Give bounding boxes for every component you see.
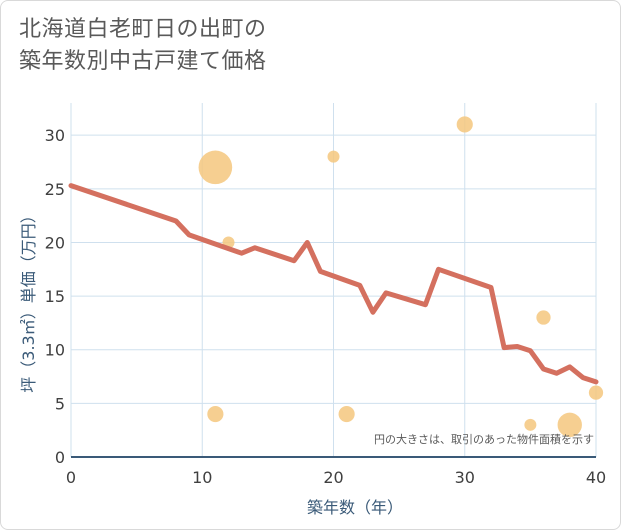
y-tick-label: 20 [45, 233, 65, 252]
y-tick-label: 15 [45, 287, 65, 306]
y-tick-label: 10 [45, 341, 65, 360]
x-tick-label: 20 [323, 468, 343, 487]
bubble-point [327, 150, 340, 163]
y-tick-label: 5 [55, 394, 65, 413]
bubble-point [338, 406, 355, 423]
y-axis-ticks: 0 5 10 15 20 25 30 [45, 126, 65, 467]
bubble-point [198, 150, 233, 185]
grid-lines [70, 103, 597, 458]
bubble-point [588, 385, 604, 400]
bubble-series [198, 116, 604, 437]
y-axis-label: 坪（3.3㎡）単価（万円） [19, 207, 38, 392]
x-axis-label: 築年数（年） [307, 498, 403, 517]
bubble-size-note: 円の大きさは、取引のあった物件面積を示す [374, 432, 594, 446]
bubble-point [557, 412, 582, 437]
chart-title-line-1: 北海道白老町日の出町の [19, 17, 267, 42]
x-tick-label: 0 [66, 468, 76, 487]
y-tick-label: 0 [55, 448, 65, 467]
x-tick-label: 10 [192, 468, 212, 487]
y-tick-label: 25 [45, 180, 65, 199]
bubble-point [524, 418, 537, 431]
bubble-point [456, 116, 473, 133]
x-axis-ticks: 0 10 20 30 40 [66, 468, 606, 487]
bubble-point [536, 310, 551, 325]
trend-line [68, 183, 599, 385]
chart-title-line-2: 築年数別中古戸建て価格 [19, 49, 267, 74]
chart-title: 北海道白老町日の出町の 築年数別中古戸建て価格 [19, 14, 267, 78]
bubble-point [207, 406, 224, 423]
y-tick-label: 30 [45, 126, 65, 145]
x-tick-label: 30 [455, 468, 475, 487]
x-tick-label: 40 [586, 468, 606, 487]
